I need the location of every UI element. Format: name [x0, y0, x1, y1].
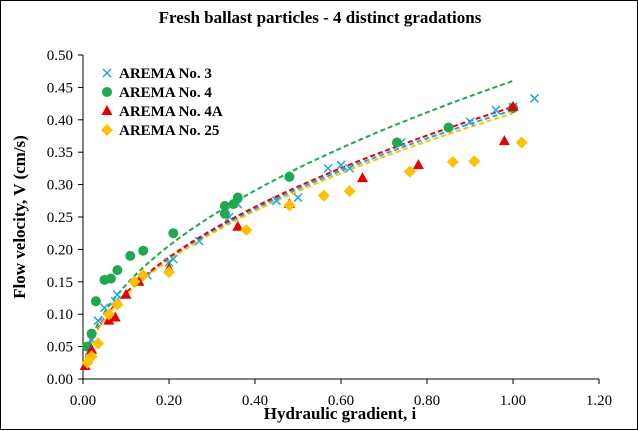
data-points [79, 93, 540, 371]
data-point [219, 200, 230, 211]
data-point [507, 100, 519, 111]
axes: 0.00 0.20 0.40 0.60 0.80 1.00 1.20 0.00 0.05 0.10… [47, 48, 612, 409]
data-point [515, 136, 528, 149]
data-point [491, 105, 501, 115]
x-tick-label: 0.00 [70, 393, 96, 409]
y-axis-title: Flow velocity, V (cm/s) [10, 135, 29, 299]
chart-title: Fresh ballast particles - 4 distinct gra… [159, 8, 482, 27]
x-axis-title: Hydraulic gradient, i [264, 404, 417, 423]
legend-label: AREMA No. 3 [119, 66, 212, 82]
data-point [137, 269, 150, 282]
data-point [293, 193, 303, 203]
trendlines [82, 79, 514, 368]
x-tick-label: 0.40 [242, 393, 268, 409]
y-tick-label: 0.10 [47, 307, 73, 323]
data-point [109, 311, 121, 322]
legend-marker [101, 124, 113, 136]
data-point [465, 117, 475, 127]
data-point [219, 208, 230, 219]
y-tick-label: 0.05 [47, 340, 73, 356]
data-point [93, 316, 103, 326]
data-point [240, 223, 253, 236]
data-point [168, 254, 178, 264]
x-tick-label: 1.00 [500, 393, 526, 409]
legend-label: AREMA No. 4A [119, 104, 223, 120]
data-point [468, 155, 481, 168]
y-tick-label: 0.00 [47, 372, 73, 388]
data-point [271, 196, 282, 206]
data-point [336, 160, 346, 170]
trendline [82, 79, 514, 366]
data-point [168, 228, 179, 239]
data-point [391, 137, 402, 148]
data-point [403, 165, 416, 178]
trendline [82, 105, 514, 368]
legend: AREMA No. 3 AREMA No. 4 AREMA No. 4A AREMA … [101, 66, 223, 139]
x-tick-label: 1.20 [586, 393, 612, 409]
data-point [343, 185, 356, 198]
data-point [232, 192, 243, 203]
data-point [105, 273, 116, 284]
data-point [90, 296, 101, 307]
y-tick-label: 0.20 [47, 242, 73, 258]
data-point [92, 337, 105, 350]
data-point [446, 155, 459, 168]
data-point [232, 220, 244, 231]
y-tick-label: 0.45 [47, 80, 73, 96]
data-point [283, 199, 296, 212]
y-tick-label: 0.25 [47, 210, 73, 226]
data-point [529, 93, 540, 103]
data-point [317, 189, 330, 202]
data-point [163, 266, 175, 279]
data-point [323, 163, 333, 173]
data-point [112, 265, 123, 276]
legend-label: AREMA No. 4 [119, 85, 212, 101]
data-point [498, 135, 510, 146]
y-tick-label: 0.35 [47, 145, 73, 161]
data-point [443, 122, 454, 133]
data-point [120, 288, 132, 299]
legend-marker [102, 87, 112, 97]
data-point [284, 171, 295, 182]
data-point [138, 245, 149, 256]
x-tick-label: 0.80 [414, 393, 440, 409]
data-point [111, 298, 124, 311]
y-tick-label: 0.15 [47, 275, 73, 291]
data-point [102, 308, 115, 321]
y-tick-label: 0.50 [47, 48, 73, 64]
data-point [125, 250, 136, 261]
trendline [82, 112, 514, 368]
trendline [82, 109, 514, 368]
data-point [86, 343, 98, 354]
x-tick-label: 0.60 [328, 393, 354, 409]
data-point [86, 328, 97, 339]
data-point [128, 275, 141, 288]
legend-marker [101, 105, 113, 115]
legend-label: AREMA No. 25 [119, 123, 219, 139]
x-tick-label: 0.20 [156, 393, 182, 409]
y-tick-label: 0.30 [47, 178, 73, 194]
legend-marker [102, 68, 112, 78]
y-tick-label: 0.40 [47, 113, 73, 129]
data-point [85, 350, 98, 363]
data-point [412, 159, 424, 170]
data-point [357, 172, 368, 183]
data-point [345, 163, 355, 173]
data-point [112, 290, 122, 300]
data-point [194, 236, 204, 246]
